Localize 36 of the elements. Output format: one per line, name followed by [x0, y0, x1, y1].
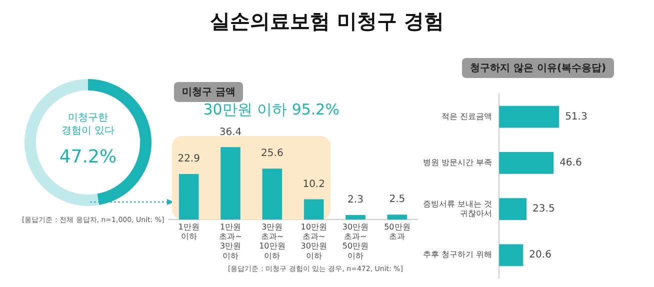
x-tick-label: 10만원 초과~30만원 이하	[300, 222, 327, 260]
y-tick-label: 병원 방문시간 부족	[422, 158, 492, 168]
data-label: 47.2%	[59, 146, 117, 168]
data-label: 2.5	[389, 194, 406, 206]
bar	[346, 215, 366, 220]
bar	[499, 152, 554, 174]
data-label: 46.6	[560, 158, 582, 169]
x-tick-label: 50만원 초과	[384, 222, 410, 242]
text: 실손의료보험 미청구 경험	[209, 8, 445, 35]
x-tick-label: 1만원 이하	[178, 222, 200, 242]
data-label: 22.9	[178, 154, 200, 165]
bar	[499, 244, 524, 266]
data-label: 51.3	[565, 111, 588, 122]
data-label: 10.2	[302, 178, 325, 190]
x-tick-label: 1만원 초과~3만원 이하	[219, 222, 242, 260]
x-tick-label: 30만원 초과~50만원 이하	[342, 222, 369, 260]
slice-label: 미청구한 경험이 있다	[61, 112, 115, 136]
y-tick-label: 증빙서류 보내는 것 귀찮아서	[422, 199, 492, 218]
y-tick-label: 적은 진료금액	[442, 112, 492, 121]
bar	[499, 106, 560, 128]
bar	[387, 214, 408, 220]
chart-title: 청구하지 않은 이유(복수응답)	[462, 58, 614, 78]
data-label: 23.5	[532, 204, 555, 215]
bar	[304, 199, 324, 220]
chart-title: 미청구 금액	[174, 82, 244, 102]
bar	[499, 198, 527, 220]
bar	[178, 174, 199, 220]
band-label: 30만원 이하 95.2%	[203, 100, 340, 118]
data-label: 25.6	[261, 148, 284, 160]
data-label: 2.3	[348, 194, 364, 206]
bar	[262, 168, 282, 220]
data-label: 20.6	[529, 250, 552, 261]
data-label: 36.4	[219, 126, 242, 138]
bar	[220, 147, 240, 220]
y-tick-label: 추후 청구하기 위해	[422, 250, 492, 260]
x-tick-label: 3만원 초과~10만원 이하	[259, 222, 286, 260]
